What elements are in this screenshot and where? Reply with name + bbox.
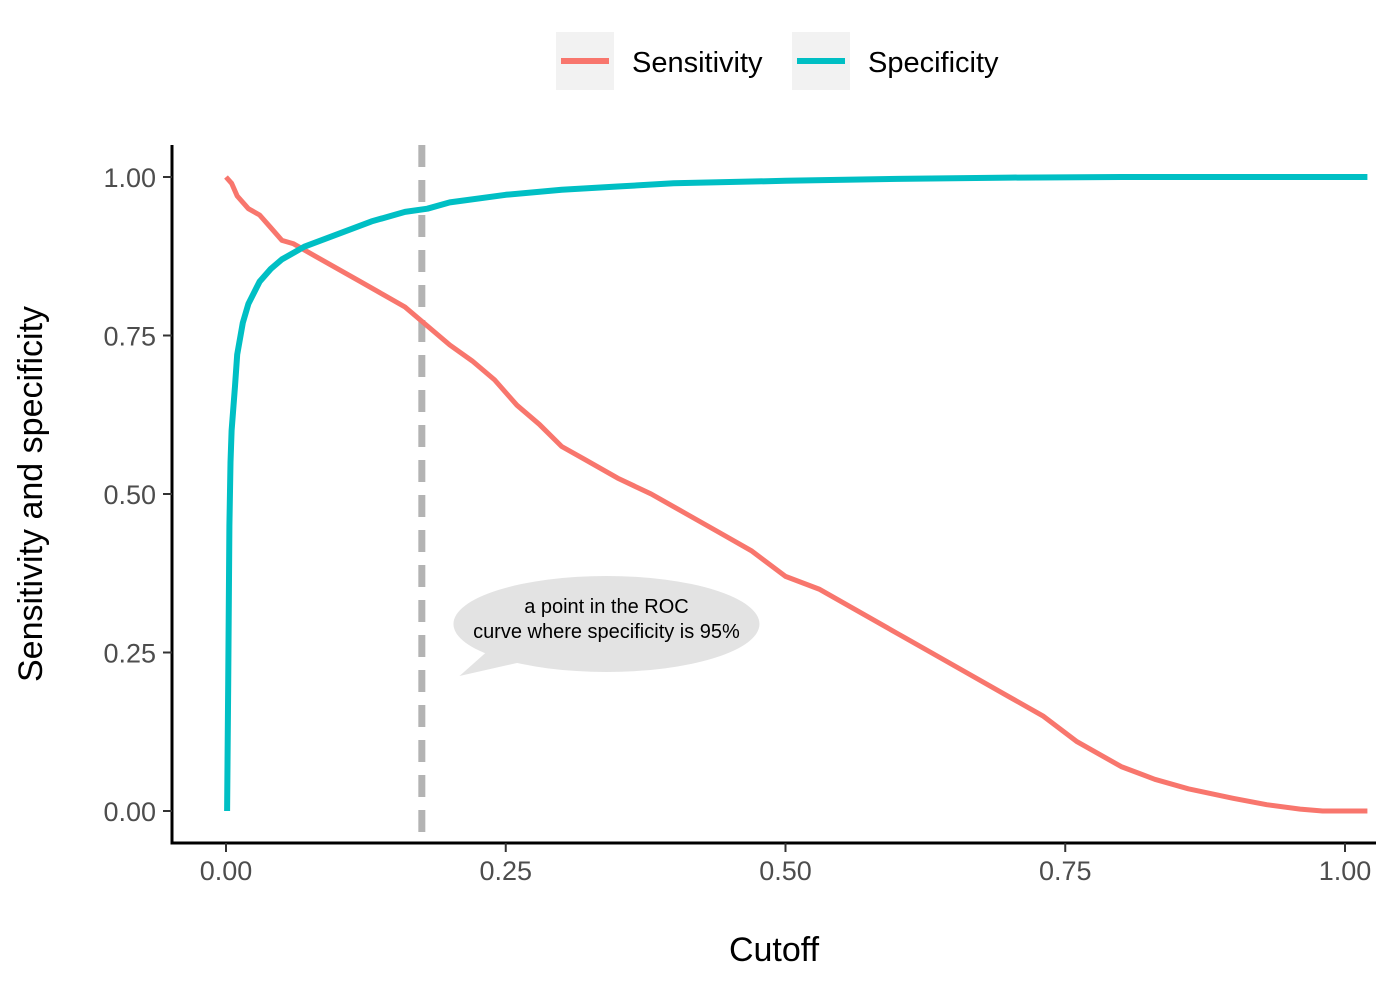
y-tick-label: 1.00 [103, 163, 156, 193]
annotation-pointer [459, 651, 522, 676]
x-axis-title: Cutoff [729, 931, 820, 969]
y-axis-title: Sensitivity and specificity [12, 306, 50, 682]
x-tick-label: 0.25 [479, 856, 532, 886]
series-line-sensitivity [224, 175, 1368, 814]
annotation-text-line: curve where specificity is 95% [473, 621, 740, 643]
annotation-text-line: a point in the ROC [524, 596, 689, 618]
legend: Sensitivity Specificity [556, 32, 999, 90]
annotation-layer: a point in the ROC curve where specificit… [453, 575, 760, 676]
y-tick-label: 0.75 [103, 322, 156, 352]
series-line-specificity [224, 174, 1368, 812]
x-tick-label: 0.50 [759, 856, 812, 886]
y-tick-label: 0.00 [103, 797, 156, 827]
annotation-bubble [453, 575, 760, 672]
x-tick-label: 0.00 [200, 856, 253, 886]
legend-label-sensitivity: Sensitivity [632, 47, 763, 79]
y-tick-label: 0.50 [103, 480, 156, 510]
legend-label-specificity: Specificity [868, 47, 999, 79]
y-tick-label: 0.25 [103, 639, 156, 669]
x-tick-label: 0.75 [1039, 856, 1092, 886]
series-layer [224, 174, 1368, 814]
axes-layer: 0.00 0.25 0.50 0.75 1.00 0.00 0.25 0.50 0.75 1.00 [103, 145, 1376, 886]
x-tick-label: 1.00 [1319, 856, 1372, 886]
